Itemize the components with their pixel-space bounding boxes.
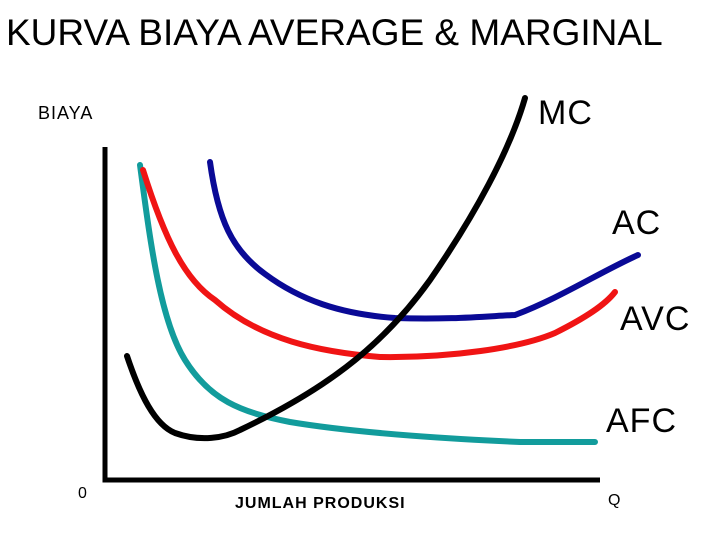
page-title: KURVA BIAYA AVERAGE & MARGINAL (6, 12, 663, 53)
mc-label: MC (538, 94, 593, 132)
mc-curve (124, 95, 528, 442)
x-axis-label: JUMLAH PRODUKSI (235, 495, 406, 512)
axes (102, 147, 600, 483)
afc-curve (137, 162, 598, 445)
afc-label: AFC (606, 402, 677, 440)
origin-label: 0 (78, 485, 87, 502)
x-axis-end-label: Q (608, 492, 620, 509)
avc-curve (140, 167, 618, 361)
y-axis-label: BIAYA (38, 103, 93, 123)
ac-curve (207, 159, 641, 322)
avc-label: AVC (620, 300, 690, 338)
ac-label: AC (612, 204, 661, 242)
